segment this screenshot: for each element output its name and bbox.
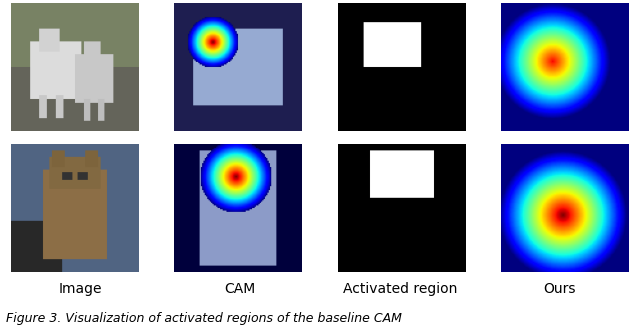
Text: CAM: CAM [225, 282, 255, 296]
Text: Figure 3. Visualization of activated regions of the baseline CAM: Figure 3. Visualization of activated reg… [6, 312, 403, 325]
Text: Activated region: Activated region [343, 282, 457, 296]
Text: Image: Image [58, 282, 102, 296]
Text: Ours: Ours [544, 282, 576, 296]
